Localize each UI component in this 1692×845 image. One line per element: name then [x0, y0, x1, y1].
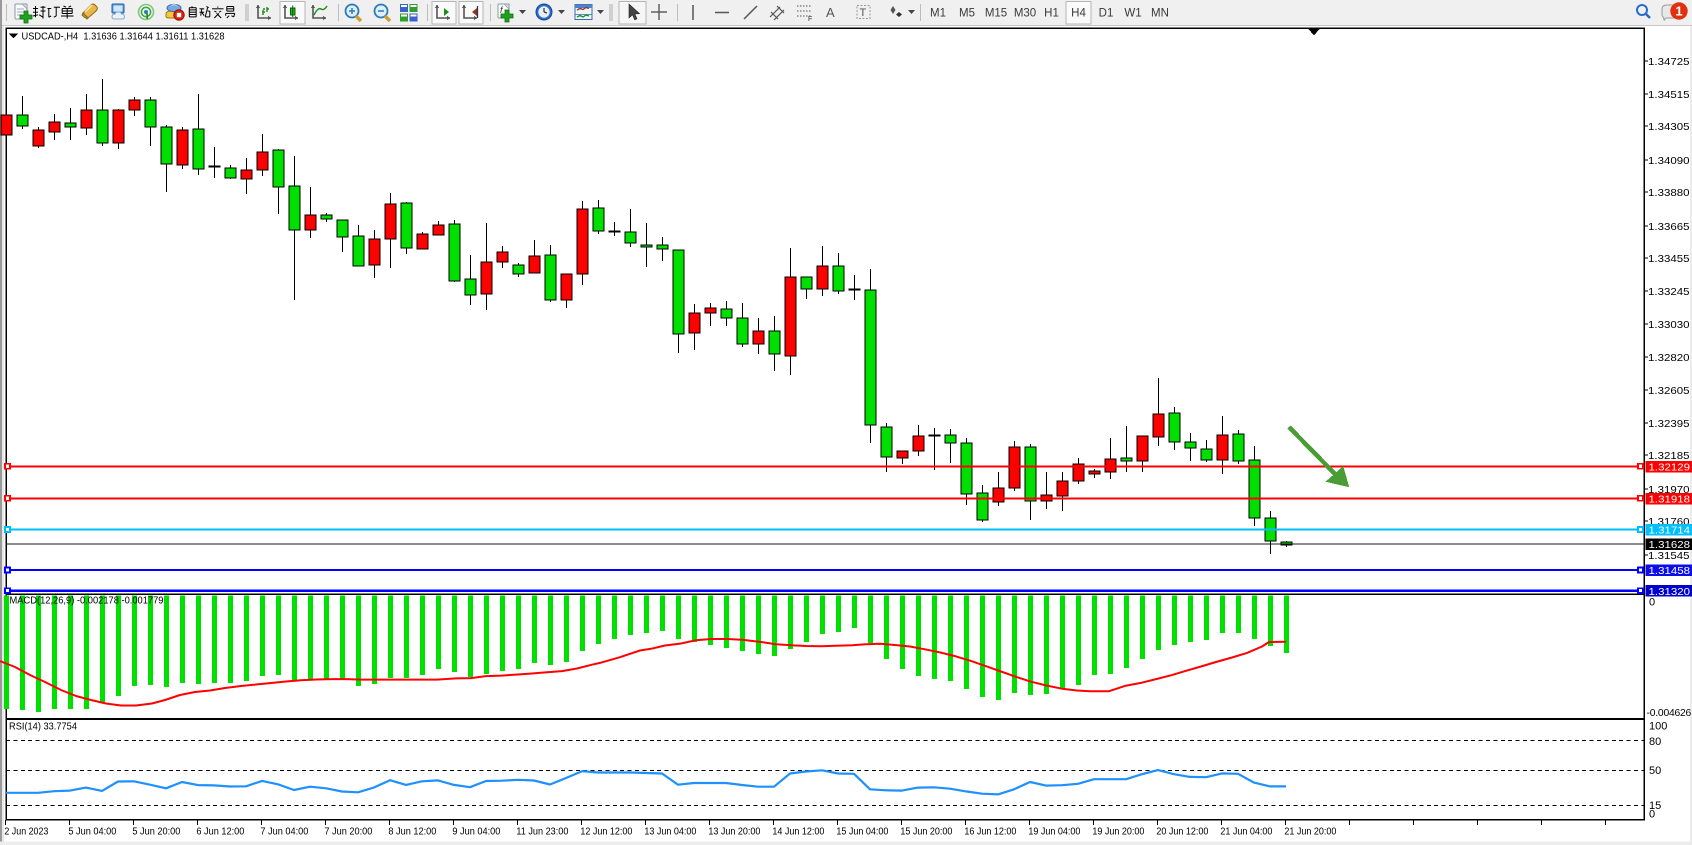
svg-text:1.31714: 1.31714 — [1649, 525, 1691, 537]
svg-text:1.34305: 1.34305 — [1648, 121, 1690, 133]
svg-text:1.34090: 1.34090 — [1648, 155, 1690, 167]
svg-text:1.33455: 1.33455 — [1648, 253, 1690, 265]
svg-text:13 Jun 20:00: 13 Jun 20:00 — [708, 827, 760, 838]
svg-text:19 Jun 04:00: 19 Jun 04:00 — [1028, 827, 1080, 838]
svg-text:1.34515: 1.34515 — [1648, 89, 1690, 101]
svg-text:M30: M30 — [1014, 8, 1036, 20]
svg-text:MACD(12,26,9) -0.002178 -0.001: MACD(12,26,9) -0.002178 -0.001779 — [10, 595, 164, 607]
svg-text:W1: W1 — [1124, 8, 1141, 20]
svg-text:1.32395: 1.32395 — [1648, 418, 1690, 430]
svg-text:f: f — [500, 5, 504, 15]
svg-text:D1: D1 — [1099, 8, 1114, 20]
svg-text:H1: H1 — [1044, 8, 1059, 20]
svg-text:2 Jun 2023: 2 Jun 2023 — [4, 827, 48, 838]
svg-text:H4: H4 — [1071, 8, 1086, 20]
svg-text:80: 80 — [1649, 736, 1661, 748]
svg-text:20 Jun 12:00: 20 Jun 12:00 — [1156, 827, 1208, 838]
svg-text:7 Jun 04:00: 7 Jun 04:00 — [260, 827, 308, 838]
svg-text:1.31628: 1.31628 — [1649, 539, 1691, 551]
svg-text:11 Jun 23:00: 11 Jun 23:00 — [516, 827, 568, 838]
svg-text:MN: MN — [1151, 8, 1169, 20]
svg-text:13 Jun 04:00: 13 Jun 04:00 — [644, 827, 696, 838]
svg-text:0: 0 — [1649, 597, 1655, 609]
svg-text:1.33245: 1.33245 — [1648, 286, 1690, 298]
svg-text:1.31545: 1.31545 — [1648, 550, 1690, 562]
svg-text:1.34725: 1.34725 — [1648, 56, 1690, 68]
svg-text:M15: M15 — [985, 8, 1007, 20]
svg-text:1.32185: 1.32185 — [1648, 450, 1690, 462]
svg-text:-0.004626: -0.004626 — [1647, 708, 1692, 719]
svg-text:A: A — [826, 5, 835, 20]
svg-text:RSI(14) 33.7754: RSI(14) 33.7754 — [9, 721, 77, 733]
svg-text:15 Jun 04:00: 15 Jun 04:00 — [836, 827, 888, 838]
svg-text:F: F — [808, 16, 812, 23]
svg-text:7 Jun 20:00: 7 Jun 20:00 — [324, 827, 372, 838]
svg-text:1.31458: 1.31458 — [1649, 565, 1691, 577]
svg-text:USDCAD-,H4 1.31636 1.31644 1.: USDCAD-,H4 1.31636 1.31644 1.31611 1.316… — [22, 31, 225, 43]
svg-text:M1: M1 — [930, 8, 946, 20]
svg-text:6 Jun 12:00: 6 Jun 12:00 — [196, 827, 244, 838]
svg-text:100: 100 — [1649, 721, 1667, 733]
svg-text:1.33030: 1.33030 — [1648, 319, 1690, 331]
svg-text:5 Jun 20:00: 5 Jun 20:00 — [132, 827, 180, 838]
svg-text:21 Jun 04:00: 21 Jun 04:00 — [1220, 827, 1272, 838]
svg-text:15 Jun 20:00: 15 Jun 20:00 — [900, 827, 952, 838]
svg-text:1.31918: 1.31918 — [1649, 494, 1691, 506]
svg-text:50: 50 — [1649, 765, 1661, 777]
svg-text:1.33880: 1.33880 — [1648, 187, 1690, 199]
svg-text:14 Jun 12:00: 14 Jun 12:00 — [772, 827, 824, 838]
svg-text:8 Jun 12:00: 8 Jun 12:00 — [388, 827, 436, 838]
svg-text:T: T — [860, 7, 867, 19]
svg-text:5 Jun 04:00: 5 Jun 04:00 — [68, 827, 116, 838]
svg-text:1.33665: 1.33665 — [1648, 221, 1690, 233]
svg-text:1.32605: 1.32605 — [1648, 385, 1690, 397]
svg-text:21 Jun 20:00: 21 Jun 20:00 — [1284, 827, 1336, 838]
svg-text:M5: M5 — [959, 8, 975, 20]
svg-text:19 Jun 20:00: 19 Jun 20:00 — [1092, 827, 1144, 838]
svg-text:15: 15 — [1649, 800, 1661, 812]
svg-text:16 Jun 12:00: 16 Jun 12:00 — [964, 827, 1016, 838]
svg-text:1.32129: 1.32129 — [1649, 462, 1691, 474]
svg-text:1.32820: 1.32820 — [1648, 352, 1690, 364]
svg-text:12 Jun 12:00: 12 Jun 12:00 — [580, 827, 632, 838]
svg-text:0: 0 — [1649, 809, 1655, 821]
svg-text:1.31320: 1.31320 — [1649, 586, 1691, 598]
svg-text:1: 1 — [1675, 4, 1682, 19]
svg-text:9 Jun 04:00: 9 Jun 04:00 — [452, 827, 500, 838]
